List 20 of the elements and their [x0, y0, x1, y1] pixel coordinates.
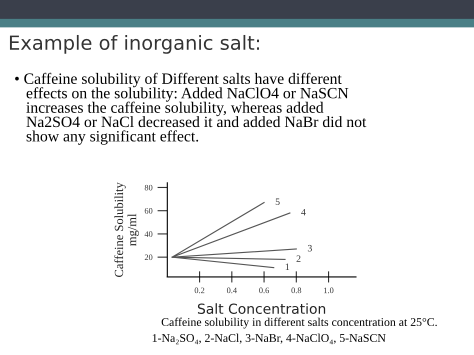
x-tick-label: 0.2 [194, 288, 204, 294]
series-label: 4 [301, 208, 306, 216]
x-tick-label: 0.4 [226, 288, 237, 294]
series-label: 5 [276, 198, 280, 206]
y-axis-title: Caffeine Solubility mg/ml [114, 182, 139, 277]
text: 1-Na₂SO₄, 2-NaCl, 3-NaBr, 4-NaClO₄, 5-NaSCN [152, 334, 386, 344]
x-tick-label: 0.6 [259, 288, 270, 294]
text: Caffeine solubility in different salts concentration at 25°C. [162, 318, 437, 328]
chart-title: Example of inorganic salt: [10, 34, 260, 54]
series-label: 2 [296, 255, 300, 262]
series-label: 1 [286, 264, 290, 270]
y-tick-label: 60 [144, 208, 152, 214]
series-label: 3 [308, 244, 312, 252]
y-tick-label: 40 [144, 231, 152, 237]
y-tick-label: 80 [144, 184, 152, 190]
chart-subtitle: • Caffeine solubility of Different salts have different effects on the solubility: Added NaClO4 or NaSCN increases the caffeine solubility, whereas added Na2SO4 or NaCl decreased it and added NaBr did not show any significant effect. [15, 72, 366, 145]
x-tick-label: 0.8 [291, 288, 302, 294]
x-tick-label: 1.0 [324, 288, 334, 294]
x-axis-title: Salt Concentration [198, 303, 326, 314]
y-tick-label: 20 [144, 254, 152, 260]
